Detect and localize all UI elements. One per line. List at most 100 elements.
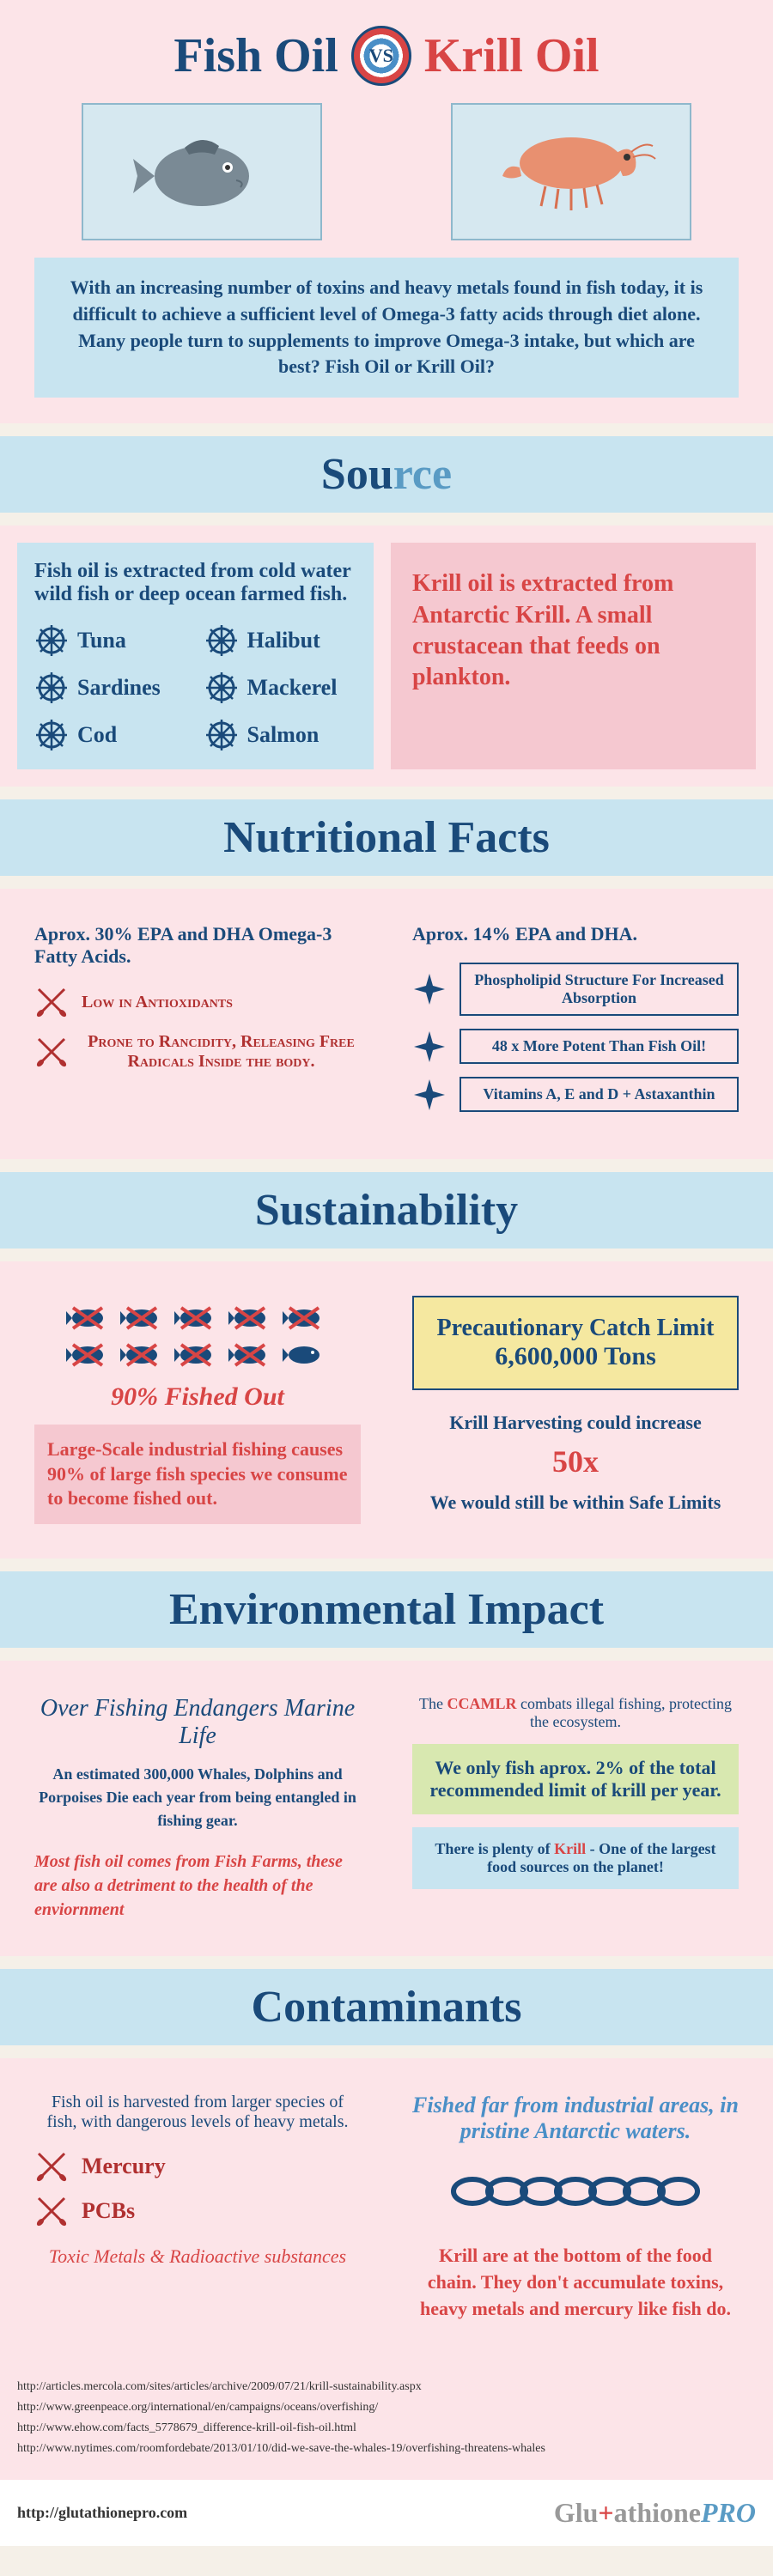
sustainability-krill-text: Krill Harvesting could increase 50x We w…: [412, 1407, 739, 1517]
environmental-header: Environmental Impact: [0, 1571, 773, 1648]
catch-limit-value: 6,600,000 Tons: [431, 1342, 720, 1371]
brand-logo: Glu+athionePRO: [554, 2497, 756, 2529]
crossed-fish-icon: [283, 1303, 330, 1333]
vs-badge-icon: VS: [351, 26, 411, 86]
contaminants-fish-col: Fish oil is harvested from larger specie…: [17, 2075, 378, 2339]
crossed-oars-icon: [34, 2194, 69, 2228]
nutrition-krill-col: Aprox. 14% EPA and DHA. Phospholipid Str…: [395, 906, 756, 1142]
crossed-fish-icon: [66, 1303, 113, 1333]
source-section: Fish oil is extracted from cold water wi…: [0, 526, 773, 787]
crossed-fish-icon: [174, 1303, 222, 1333]
fish-icons-row1: [34, 1303, 361, 1333]
sustainability-fish-text: Large-Scale industrial fishing causes 90…: [34, 1425, 361, 1524]
contam-fish-header: Fish oil is harvested from larger specie…: [34, 2093, 361, 2132]
compass-star-icon: [412, 1030, 447, 1064]
sustainability-fish-col: 90% Fished Out Large-Scale industrial fi…: [17, 1279, 378, 1541]
nutrition-section: Aprox. 30% EPA and DHA Omega-3 Fatty Aci…: [0, 889, 773, 1159]
env-blue-box: There is plenty of Krill - One of the la…: [412, 1827, 739, 1889]
crossed-oars-icon: [34, 2149, 69, 2184]
chain-icon: [412, 2170, 739, 2217]
nutrition-fish-item2: Prone to Rancidity, Releasing Free Radic…: [82, 1032, 361, 1072]
compass-star-icon: [412, 1078, 447, 1112]
source-title-p2: rce: [393, 450, 452, 499]
sources-list: http://articles.mercola.com/sites/articl…: [0, 2356, 773, 2480]
contaminants-title: Contaminants: [252, 1983, 522, 2032]
fish-item-sardines: Sardines: [34, 671, 187, 705]
nutrition-krill-item3: Vitamins A, E and D + Astaxanthin: [460, 1077, 739, 1112]
contam-krill-top: Fished far from industrial areas, in pri…: [412, 2093, 739, 2144]
nutrition-fish-col: Aprox. 30% EPA and DHA Omega-3 Fatty Aci…: [17, 906, 378, 1142]
contaminants-section: Fish oil is harvested from larger specie…: [0, 2058, 773, 2356]
crossed-fish-icon: [228, 1340, 276, 1370]
wheel-icon: [34, 671, 69, 705]
nutrition-krill-item1: Phospholipid Structure For Increased Abs…: [460, 963, 739, 1016]
infographic-container: Fish Oil VS Krill Oil: [0, 0, 773, 2546]
source-link: http://articles.mercola.com/sites/articl…: [17, 2380, 756, 2394]
environmental-fish-col: Over Fishing Endangers Marine Life An es…: [17, 1678, 378, 1939]
contaminants-header: Contaminants: [0, 1969, 773, 2045]
source-link: http://www.ehow.com/facts_5778679_differ…: [17, 2421, 756, 2435]
contam-item-pcbs: PCBs: [34, 2194, 361, 2228]
title-row: Fish Oil VS Krill Oil: [17, 26, 756, 86]
crossed-fish-icon: [66, 1340, 113, 1370]
contam-sub-text: Toxic Metals & Radioactive substances: [34, 2241, 361, 2271]
environmental-title: Environmental Impact: [169, 1585, 604, 1634]
wheel-icon: [34, 718, 69, 752]
fish-item-cod: Cod: [34, 718, 187, 752]
crossed-fish-icon: [120, 1303, 167, 1333]
contam-item-mercury: Mercury: [34, 2149, 361, 2184]
fish-item-mackerel: Mackerel: [204, 671, 357, 705]
environmental-section: Over Fishing Endangers Marine Life An es…: [0, 1661, 773, 1956]
nutrition-fish-header: Aprox. 30% EPA and DHA Omega-3 Fatty Aci…: [34, 923, 361, 968]
fish-icon: [283, 1340, 330, 1370]
catch-limit-box: Precautionary Catch Limit 6,600,000 Tons: [412, 1296, 739, 1390]
contam-krill-bottom: Krill are at the bottom of the food chai…: [412, 2243, 739, 2322]
crossed-fish-icon: [120, 1340, 167, 1370]
environmental-krill-col: The CCAMLR combats illegal fishing, prot…: [395, 1678, 756, 1939]
source-header: Source: [0, 436, 773, 513]
wheel-icon: [204, 718, 239, 752]
sustainability-krill-col: Precautionary Catch Limit 6,600,000 Tons…: [395, 1279, 756, 1541]
source-link: http://www.nytimes.com/roomfordebate/201…: [17, 2442, 756, 2456]
nutrition-fish-item1: Low in Antioxidants: [82, 993, 233, 1012]
wheel-icon: [34, 623, 69, 658]
fish-icons-row2: [34, 1340, 361, 1370]
multiplier-50x: 50x: [412, 1437, 739, 1487]
compass-star-icon: [412, 972, 447, 1006]
intro-text: With an increasing number of toxins and …: [34, 258, 739, 398]
crossed-oars-icon: [34, 1035, 69, 1069]
animals-row: [17, 103, 756, 240]
footer-url: http://glutathionepro.com: [17, 2504, 187, 2522]
sustainability-title: Sustainability: [255, 1186, 518, 1235]
krill-illustration: [451, 103, 691, 240]
title-fish-oil: Fish Oil: [173, 28, 338, 83]
nutrition-krill-item2: 48 x More Potent Than Fish Oil!: [460, 1029, 739, 1064]
source-krill-col: Krill oil is extracted from Antarctic Kr…: [391, 543, 756, 769]
fish-item-salmon: Salmon: [204, 718, 357, 752]
crossed-fish-icon: [174, 1340, 222, 1370]
crossed-fish-icon: [228, 1303, 276, 1333]
sustainability-section: 90% Fished Out Large-Scale industrial fi…: [0, 1261, 773, 1558]
title-krill-oil: Krill Oil: [424, 28, 600, 83]
env-fish-title: Over Fishing Endangers Marine Life: [34, 1695, 361, 1750]
sustainability-header: Sustainability: [0, 1172, 773, 1249]
crossed-oars-icon: [34, 985, 69, 1019]
footer: http://glutathionepro.com Glu+athionePRO: [0, 2480, 773, 2546]
env-fish-redtext: Most fish oil comes from Fish Farms, the…: [34, 1850, 361, 1922]
fish-illustration: [82, 103, 322, 240]
nutrition-header: Nutritional Facts: [0, 799, 773, 876]
env-green-box: We only fish aprox. 2% of the total reco…: [412, 1744, 739, 1814]
nutrition-title: Nutritional Facts: [223, 813, 550, 862]
env-fish-detail: An estimated 300,000 Whales, Dolphins an…: [34, 1763, 361, 1832]
source-link: http://www.greenpeace.org/international/…: [17, 2401, 756, 2415]
source-fish-col: Fish oil is extracted from cold water wi…: [17, 543, 374, 769]
fished-out-label: 90% Fished Out: [34, 1382, 361, 1412]
wheel-icon: [204, 623, 239, 658]
fish-item-tuna: Tuna: [34, 623, 187, 658]
nutrition-krill-header: Aprox. 14% EPA and DHA.: [412, 923, 739, 945]
fish-item-halibut: Halibut: [204, 623, 357, 658]
wheel-icon: [204, 671, 239, 705]
catch-limit-title: Precautionary Catch Limit: [431, 1315, 720, 1342]
source-fish-intro: Fish oil is extracted from cold water wi…: [34, 560, 356, 606]
header-section: Fish Oil VS Krill Oil: [0, 0, 773, 423]
